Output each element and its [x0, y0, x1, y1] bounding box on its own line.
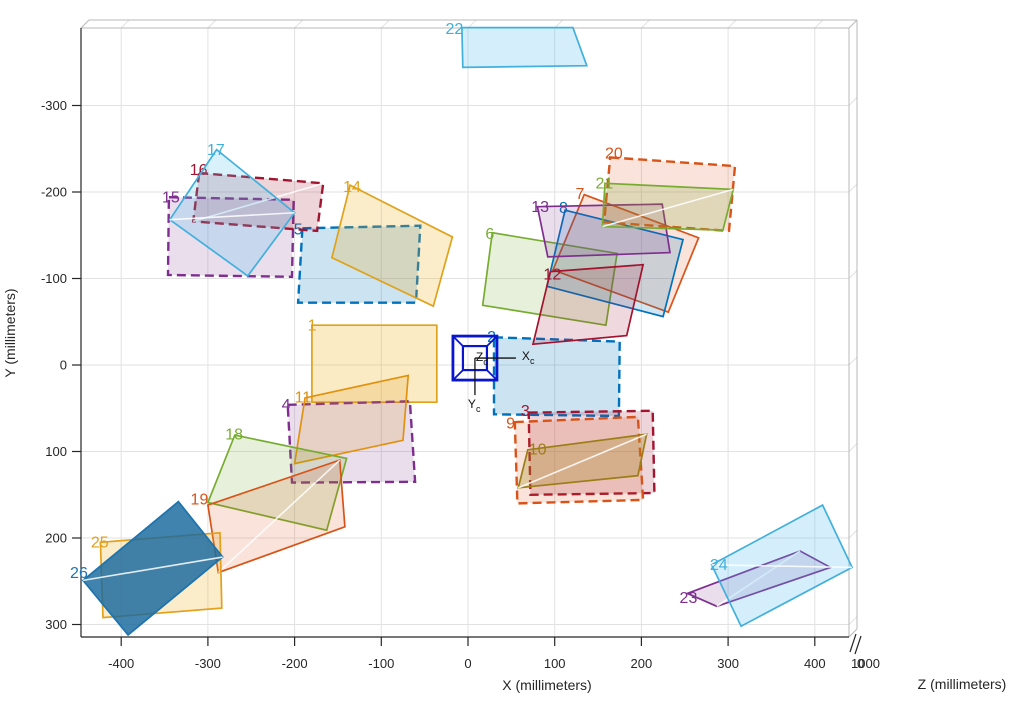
gridline-top-bevel	[641, 19, 650, 29]
pattern-highlight-line-23	[716, 550, 801, 608]
gridline-right-bevel	[848, 356, 858, 366]
pattern-number-label-24: 24	[710, 557, 728, 574]
calibration-pattern-4	[286, 400, 417, 484]
calibration-pattern-3	[527, 409, 656, 497]
y-tick-label: -300	[41, 98, 67, 113]
x-tick-label: -200	[282, 656, 308, 671]
pattern-number-label-12: 12	[543, 267, 561, 284]
calibration-pattern-20	[602, 156, 737, 233]
pattern-number-label-14: 14	[343, 179, 361, 196]
gridline-top-bevel	[814, 19, 824, 29]
gridline-top-bevel	[207, 19, 217, 29]
pattern-number-label-15: 15	[162, 190, 180, 207]
y-tick-label: 300	[45, 617, 67, 632]
gridline-top-bevel	[467, 19, 477, 29]
pattern-number-label-11: 11	[295, 389, 312, 406]
pattern-number-label-19: 19	[191, 491, 209, 508]
gridline-top-bevel	[727, 19, 737, 29]
x-tick-label: 0	[464, 656, 471, 671]
gridline-right-bevel	[848, 270, 858, 279]
pattern-number-label-17: 17	[207, 142, 225, 159]
y-axis-label: Y (millimeters)	[2, 288, 18, 377]
y-tick-label: -100	[41, 271, 67, 286]
gridline-top-bevel	[554, 19, 564, 29]
calibration-pattern-22	[461, 26, 589, 69]
calibration-pattern-17	[168, 148, 296, 278]
gridline-right-bevel	[848, 97, 858, 106]
pattern-number-label-22: 22	[445, 21, 463, 38]
pattern-number-label-9: 9	[506, 415, 515, 432]
gridline-right-bevel	[848, 443, 858, 452]
pattern-number-label-8: 8	[559, 200, 568, 217]
x-axis-label: X (millimeters)	[502, 677, 591, 693]
calibration-pattern-8	[545, 209, 685, 318]
camera-frustum-edge	[452, 335, 464, 347]
pattern-highlight-line-24	[711, 564, 853, 569]
pattern-number-label-7: 7	[576, 186, 585, 203]
x-tick-label: -300	[195, 656, 221, 671]
pattern-number-label-20: 20	[605, 145, 623, 162]
pattern-highlight-line-17	[169, 211, 295, 221]
gridline-top-bevel	[380, 19, 390, 29]
z-axis-label: Z (millimeters)	[918, 676, 1007, 692]
gridline-top-bevel	[120, 19, 130, 29]
camera-y-axis-label: Yc	[468, 397, 481, 414]
calibration-pattern-5	[296, 224, 422, 304]
pattern-number-label-5: 5	[294, 222, 303, 239]
plot-render-layer: -400 -300 -200 -100 0 100 200 300 400-300-200-10…	[41, 19, 880, 671]
pattern-highlight-line-21	[602, 188, 734, 228]
camera-frustum-edge	[452, 369, 464, 381]
gridline-right-bevel	[848, 529, 858, 539]
calibration-pattern-2	[492, 336, 621, 418]
y-tick-label: 200	[45, 531, 67, 546]
calibration-pattern-18	[206, 434, 348, 532]
pattern-number-label-3: 3	[521, 403, 530, 420]
x-tick-label: -400	[108, 656, 134, 671]
gridline-right-bevel	[848, 183, 858, 193]
pattern-number-label-18: 18	[225, 427, 243, 444]
camera-z-axis-label: Zc	[476, 350, 488, 367]
z-tick-mark	[854, 635, 862, 655]
camera-frustum-edge	[486, 369, 498, 381]
calibration-pattern-11	[293, 374, 410, 465]
pattern-number-label-10: 10	[529, 441, 547, 458]
y-tick-label: 0	[60, 358, 67, 373]
pattern-number-label-25: 25	[91, 535, 109, 552]
calibration-pattern-1	[311, 324, 438, 404]
gridline-top-bevel	[294, 19, 303, 29]
camera-frustum-edge	[486, 335, 498, 347]
x-tick-label: -100	[368, 656, 394, 671]
calibration-pattern-21	[601, 182, 735, 231]
pattern-number-label-21: 21	[595, 176, 613, 193]
pattern-highlight-line-10	[517, 433, 647, 489]
x-tick-label: 400	[804, 656, 826, 671]
camera-x-axis-label: Xc	[522, 349, 535, 366]
calibration-pattern-14	[330, 183, 454, 308]
pattern-number-label-23: 23	[680, 590, 698, 607]
pattern-number-label-16: 16	[190, 162, 208, 179]
x-tick-label: 200	[631, 656, 653, 671]
pattern-highlight-line-16	[192, 182, 324, 223]
pattern-number-label-13: 13	[531, 199, 549, 216]
y-tick-label: 100	[45, 444, 67, 459]
calibration-pattern-12	[531, 263, 645, 346]
box-top-left-bevel	[80, 19, 90, 29]
gridline-right-bevel	[848, 616, 858, 625]
pattern-highlight-line-19	[217, 459, 341, 574]
x-tick-label: 300	[717, 656, 739, 671]
pattern-number-label-26: 26	[70, 565, 88, 582]
pattern-number-label-4: 4	[282, 397, 291, 414]
y-tick-label: -200	[41, 185, 67, 200]
box-bottom-right-bevel	[848, 628, 858, 638]
pattern-number-label-1: 1	[308, 318, 317, 335]
x-tick-label: 100	[544, 656, 566, 671]
z-tick-label: 0	[857, 656, 864, 671]
pattern-number-label-6: 6	[485, 226, 494, 243]
box-top-right-bevel	[848, 19, 858, 29]
z-tick-mark	[849, 633, 857, 653]
pattern-highlight-line-26	[82, 556, 223, 582]
z-tick-label: 1000	[851, 656, 880, 671]
